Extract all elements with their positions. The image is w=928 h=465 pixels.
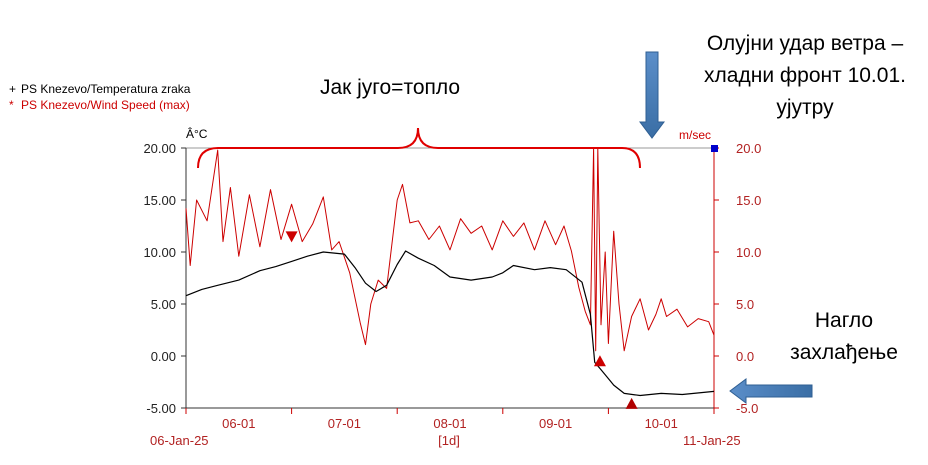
left-tick-label: 0.00: [151, 349, 176, 364]
x-ticks: 06-01 07-01 08-01 09-01 10-01: [185, 408, 715, 431]
x-tick-label: 08-01: [433, 416, 466, 431]
right-tick-label: 20.0: [736, 141, 761, 156]
left-y-ticks: 20.00 15.00 10.00 5.00 0.00 -5.00: [143, 141, 186, 416]
series-marker-square: [711, 145, 718, 152]
left-tick-label: -5.00: [146, 401, 176, 416]
right-axis-unit: m/sec: [679, 128, 711, 142]
x-tick-label: 06-01: [222, 416, 255, 431]
down-arrow-icon: [639, 51, 665, 139]
legend-marker-wind: *: [9, 98, 14, 112]
right-tick-label: 5.0: [736, 297, 754, 312]
left-tick-label: 5.00: [151, 297, 176, 312]
temperature-series-line: [185, 250, 715, 397]
legend-label-wind: PS Knezevo/Wind Speed (max): [21, 98, 190, 112]
series-marker-triangle-up: [625, 397, 638, 409]
legend-label-temperature: PS Knezevo/Temperatura zraka: [21, 82, 191, 96]
series-layer: [185, 147, 715, 397]
left-tick-label: 10.00: [143, 245, 176, 260]
gust-annotation-line-1: Олујни удар ветра –: [707, 32, 904, 55]
brace-annotation: Јак југо=топло: [320, 76, 460, 99]
series-marker-triangle-down: [285, 231, 298, 243]
plot-frame: [185, 147, 715, 409]
left-tick-label: 15.00: [143, 193, 176, 208]
legend-marker-temperature: +: [9, 82, 16, 96]
x-start-label: 06-Jan-25: [150, 433, 209, 448]
cooling-annotation-line-1: Нагло: [815, 309, 873, 332]
x-end-label: 11-Jan-25: [683, 433, 741, 448]
right-y-ticks: 20.0 15.0 10.0 5.0 0.0 -5.0: [714, 141, 761, 416]
marker-layer: [285, 145, 718, 409]
gust-annotation-line-2: хладни фронт 10.01.: [704, 64, 906, 87]
cooling-annotation-line-2: захлађење: [790, 341, 898, 364]
x-tick-label: 10-01: [645, 416, 678, 431]
x-tick-label: 07-01: [328, 416, 361, 431]
wind-speed-series-line: [185, 147, 715, 352]
left-arrow-icon: [729, 378, 813, 404]
right-tick-label: 15.0: [736, 193, 761, 208]
legend: + PS Knezevo/Temperatura zraka * PS Knez…: [9, 82, 191, 112]
right-tick-label: 10.0: [736, 245, 761, 260]
left-axis-unit: Â°C: [186, 126, 208, 141]
brace-shape: [197, 127, 641, 169]
series-marker-triangle-up: [593, 355, 606, 367]
left-tick-label: 20.00: [143, 141, 176, 156]
gust-annotation-line-3: ујутру: [776, 96, 834, 119]
right-tick-label: 0.0: [736, 349, 754, 364]
x-tick-label: 09-01: [539, 416, 572, 431]
x-interval-label: [1d]: [438, 433, 460, 448]
right-tick-label: -5.0: [736, 401, 758, 416]
